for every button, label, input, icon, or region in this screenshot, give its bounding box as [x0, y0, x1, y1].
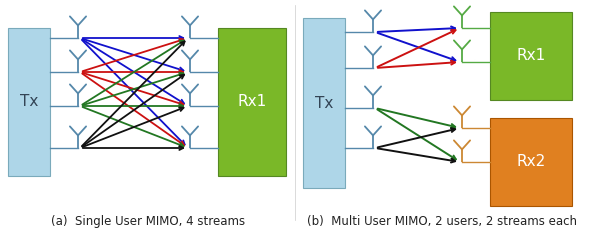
Text: Rx1: Rx1: [237, 94, 267, 110]
Text: Tx: Tx: [315, 96, 333, 110]
Bar: [218, 28, 286, 176]
Text: (b)  Multi User MIMO, 2 users, 2 streams each: (b) Multi User MIMO, 2 users, 2 streams …: [307, 215, 577, 228]
Text: Rx1: Rx1: [516, 49, 546, 63]
Bar: [490, 12, 572, 100]
Bar: [490, 118, 572, 206]
Bar: [303, 18, 345, 188]
Text: Tx: Tx: [20, 94, 38, 110]
Text: (a)  Single User MIMO, 4 streams: (a) Single User MIMO, 4 streams: [51, 215, 245, 228]
Bar: [8, 28, 50, 176]
Text: Rx2: Rx2: [516, 155, 546, 169]
